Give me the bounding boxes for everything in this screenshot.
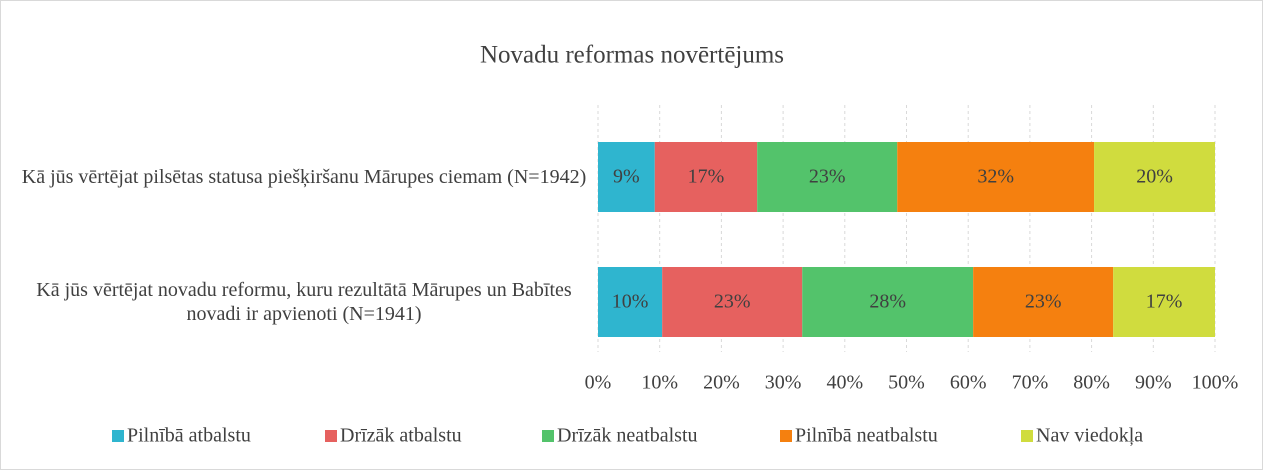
bar-segment: [973, 267, 1114, 337]
bar-segment: [598, 142, 655, 212]
data-label: 23%: [714, 291, 751, 313]
legend-label: Drīzāk atbalstu: [340, 425, 462, 447]
legend-label: Nav viedokļa: [1036, 425, 1143, 447]
x-tick-label: 0%: [585, 372, 612, 394]
legend-label: Pilnībā atbalstu: [127, 425, 251, 447]
bar-segment: [1113, 267, 1215, 337]
data-label: 23%: [809, 166, 846, 188]
x-tick-label: 80%: [1073, 372, 1110, 394]
bar-segment: [757, 142, 898, 212]
data-label: 28%: [869, 291, 906, 313]
legend-label: Drīzāk neatbalstu: [557, 425, 698, 447]
legend-swatch: [1021, 430, 1033, 442]
x-tick-label: 30%: [765, 372, 802, 394]
legend-swatch: [780, 430, 792, 442]
data-label: 17%: [688, 166, 725, 188]
x-tick-label: 100%: [1192, 372, 1239, 394]
bar-segment: [598, 267, 663, 337]
category-label: Kā jūs vērtējat pilsētas statusa piešķir…: [21, 166, 587, 188]
data-label: 23%: [1025, 291, 1062, 313]
bar-segment: [1094, 142, 1215, 212]
bar-segment: [662, 267, 803, 337]
data-label: 9%: [613, 166, 640, 188]
bar-segment: [654, 142, 758, 212]
x-tick-label: 40%: [826, 372, 863, 394]
category-label: Kā jūs vērtējat novadu reformu, kuru rez…: [36, 279, 572, 325]
bar-segment: [897, 142, 1095, 212]
x-tick-label: 50%: [888, 372, 925, 394]
bar-segment: [802, 267, 974, 337]
legend-swatch: [112, 430, 124, 442]
x-tick-label: 20%: [703, 372, 740, 394]
legend-label: Pilnībā neatbalstu: [795, 425, 938, 447]
data-label: 17%: [1146, 291, 1183, 313]
data-label: 10%: [612, 291, 649, 313]
legend-swatch: [325, 430, 337, 442]
legend-swatch: [542, 430, 554, 442]
chart-title: Novadu reformas novērtējums: [480, 42, 784, 69]
x-tick-label: 60%: [950, 372, 987, 394]
data-label: 32%: [977, 166, 1014, 188]
data-label: 20%: [1136, 166, 1173, 188]
x-tick-label: 10%: [641, 372, 678, 394]
x-tick-label: 70%: [1012, 372, 1049, 394]
x-tick-label: 90%: [1135, 372, 1172, 394]
